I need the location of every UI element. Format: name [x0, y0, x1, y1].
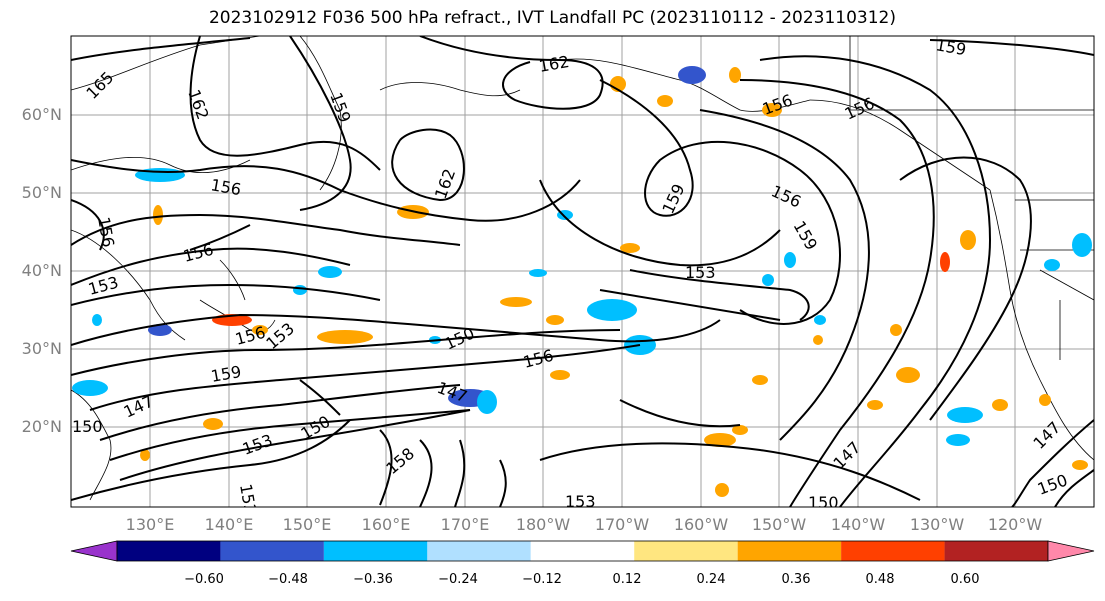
lon-label: 120°W: [987, 515, 1043, 534]
colorbar-extend-left: [70, 540, 118, 562]
colorbar-tick-label: −0.36: [353, 572, 393, 587]
map-frame: [70, 35, 1095, 508]
lon-label: 150°W: [751, 515, 807, 534]
graticule: [71, 36, 1094, 507]
lat-label-60n: 60°N: [21, 105, 62, 124]
colorbar-tick-label: 0.24: [696, 572, 726, 587]
lon-label: 160°W: [673, 515, 729, 534]
lon-label: 150°E: [282, 515, 332, 534]
map-title: 2023102912 F036 500 hPa refract., IVT La…: [208, 8, 896, 28]
contour-label: 150: [72, 417, 103, 436]
lon-label: 170°E: [440, 515, 490, 534]
colorbar: [70, 540, 1095, 562]
lon-label: 180°W: [515, 515, 571, 534]
lon-label: 140°W: [830, 515, 886, 534]
colorbar-tick-label: −0.12: [522, 572, 562, 587]
colorbar-tick-label: −0.60: [184, 572, 224, 587]
refractivity-contours: [71, 36, 1094, 507]
lon-label: 130°W: [909, 515, 965, 534]
colorbar-tick-label: 0.12: [612, 572, 642, 587]
colorbar-cell: [323, 541, 428, 561]
lat-label-30n: 30°N: [21, 339, 62, 358]
colorbar-cell: [737, 541, 842, 561]
contour-label: 153: [236, 482, 260, 515]
colorbar-cell: [634, 541, 738, 561]
colorbar-cell: [841, 541, 945, 561]
lon-label: 170°W: [594, 515, 650, 534]
colorbar-tick-label: −0.48: [268, 572, 308, 587]
colorbar-cell: [117, 541, 221, 561]
colorbar-tick-label: −0.24: [438, 572, 478, 587]
colorbar-extend-right: [1047, 540, 1095, 562]
colorbar-cell: [530, 541, 635, 561]
colorbar-cell: [944, 541, 1048, 561]
colorbar-tick-label: 0.36: [781, 572, 811, 587]
colorbar-cell: [427, 541, 531, 561]
lon-label: 160°E: [361, 515, 411, 534]
colorbar-cell: [220, 541, 324, 561]
lon-label: 140°E: [204, 515, 254, 534]
lon-label: 130°E: [125, 515, 175, 534]
contour-label: 159: [934, 35, 967, 59]
contour-label: 153: [565, 492, 596, 511]
contour-label: 150: [808, 493, 839, 512]
contour-label: 153: [685, 263, 716, 282]
colorbar-tick-label: 0.48: [865, 572, 895, 587]
colorbar-tick-label: 0.60: [950, 572, 980, 587]
lat-label-50n: 50°N: [21, 183, 62, 202]
lat-label-20n: 20°N: [21, 417, 62, 436]
lat-label-40n: 40°N: [21, 261, 62, 280]
